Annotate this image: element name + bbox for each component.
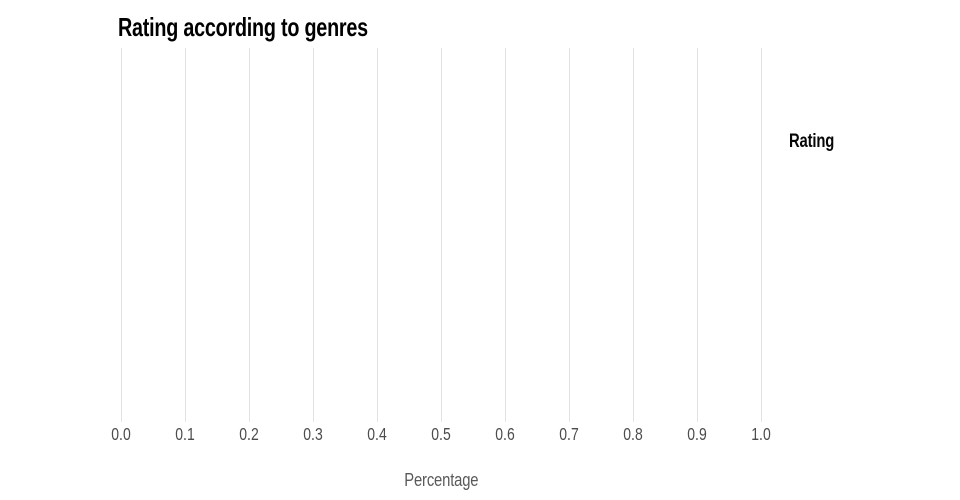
x-axis-tick-labels: 0.0 0.1 0.2 0.3 0.4 0.5 0.6 0.7 0.8 0.9 1.0 bbox=[111, 424, 770, 448]
x-axis-title: Percentage bbox=[121, 469, 761, 491]
legend-title: Rating bbox=[789, 131, 847, 153]
x-tick-label-text: 0.9 bbox=[687, 424, 707, 444]
x-tick-label-text: 0.0 bbox=[111, 424, 131, 444]
gridline bbox=[248, 48, 250, 422]
x-tick-label-text: 0.7 bbox=[559, 424, 579, 444]
gridline bbox=[504, 48, 506, 422]
gridline bbox=[376, 48, 378, 422]
gridline bbox=[632, 48, 634, 422]
x-axis-title-text: Percentage bbox=[403, 469, 479, 490]
gridline bbox=[312, 48, 314, 422]
x-tick-label-text: 0.2 bbox=[239, 424, 259, 444]
x-tick-label-text: 0.6 bbox=[495, 424, 515, 444]
x-tick-label-text: 0.3 bbox=[303, 424, 323, 444]
x-tick-label-text: 0.8 bbox=[623, 424, 643, 444]
x-tick-label-text: 0.5 bbox=[431, 424, 451, 444]
gridline bbox=[568, 48, 570, 422]
gridline bbox=[120, 48, 122, 422]
x-tick-label-text: 0.1 bbox=[175, 424, 195, 444]
gridline bbox=[760, 48, 762, 422]
chart-title: Rating according to genres bbox=[118, 12, 368, 42]
x-tick-label-text: 1.0 bbox=[751, 424, 771, 444]
legend-title-text: Rating bbox=[789, 131, 835, 152]
x-tick-label-text: 0.4 bbox=[367, 424, 387, 444]
gridline bbox=[440, 48, 442, 422]
plot-area bbox=[120, 48, 762, 422]
gridline bbox=[696, 48, 698, 422]
gridline bbox=[184, 48, 186, 422]
